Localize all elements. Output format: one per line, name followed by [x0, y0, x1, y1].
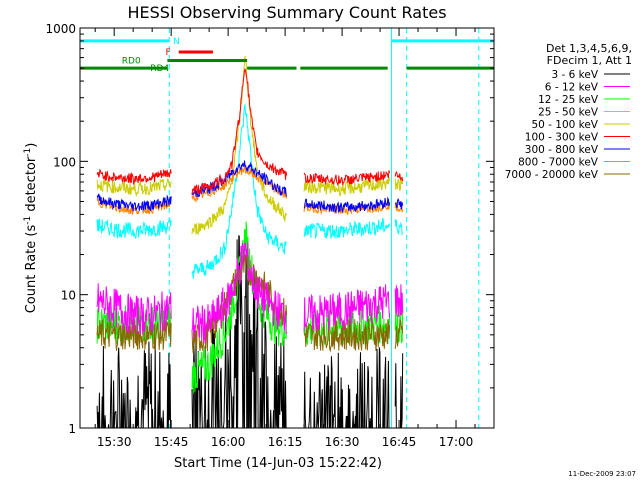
series-segment-3	[394, 170, 404, 182]
y-tick-label: 1000	[45, 22, 76, 36]
y-axis-label-end: )	[24, 143, 39, 148]
series-segment-3	[394, 353, 404, 428]
x-tick-label: 15:30	[97, 435, 132, 449]
legend-entry-label: 25 - 50 keV	[538, 107, 599, 119]
series-segment-2	[303, 201, 391, 216]
legend-entry-label: 7000 - 20000 keV	[505, 169, 599, 181]
series-segment-0	[96, 218, 172, 239]
series-segment-0	[96, 341, 172, 428]
legend: Det 1,3,4,5,6,9,FDecim 1, Att 1 3 - 6 keV…	[505, 42, 632, 181]
legend-header-line: FDecim 1, Att 1	[547, 54, 632, 67]
x-tick-label: 16:30	[325, 435, 360, 449]
series-segment-0	[96, 168, 172, 186]
legend-entry-label: 800 - 7000 keV	[518, 157, 599, 169]
series-segment-0	[96, 283, 172, 335]
series-segment-1	[191, 160, 288, 198]
series-segment-3	[394, 284, 404, 318]
flag-label-rd0: RD0	[122, 57, 141, 67]
x-axis-label: Start Time (14-Jun-03 15:22:42)	[174, 456, 382, 471]
x-tick-label: 17:00	[439, 435, 474, 449]
legend-entry-label: 100 - 300 keV	[525, 132, 599, 144]
y-axis-label-sup1: -1	[23, 216, 33, 225]
legend-entry-label: 50 - 100 keV	[531, 119, 598, 131]
series-segment-3	[394, 178, 404, 191]
series-segment-3	[394, 305, 404, 344]
legend-entry-label: 6 - 12 keV	[545, 82, 599, 94]
y-tick-label: 100	[53, 155, 76, 169]
series-segment-2	[303, 196, 391, 214]
y-tick-label: 1	[68, 422, 76, 436]
series-segment-1	[191, 221, 288, 394]
x-tick-label: 16:15	[268, 435, 303, 449]
series-segment-1	[191, 242, 288, 344]
plot-inner	[80, 28, 494, 428]
x-tick-label: 16:45	[382, 435, 417, 449]
series-segment-3	[394, 218, 404, 236]
series-segment-0	[96, 193, 172, 212]
series-6-12-kev	[96, 242, 404, 344]
y-axis-label-sup2: -1	[23, 148, 33, 157]
legend-header-line: Det 1,3,4,5,6,9,	[546, 42, 632, 55]
axes: 15:30 15:45 16:00 16:15 16:30 16:45 17:00 1 10 10…	[45, 22, 495, 449]
series-segment-3	[394, 198, 404, 210]
y-axis-label-main: Count Rate (s	[24, 225, 39, 314]
legend-entry-label: 3 - 6 keV	[551, 69, 598, 81]
y-axis-label: Count Rate (s-1 detector-1)	[23, 143, 39, 314]
flag-label-f: F	[165, 48, 170, 58]
series-segment-3	[394, 319, 404, 349]
plot-frame	[79, 27, 495, 429]
series-25-50-kev	[96, 104, 404, 279]
plot-area: NF RD0 RD4	[80, 28, 494, 428]
series-300-800-kev	[96, 160, 404, 214]
timestamp: 11-Dec-2009 23:07	[568, 470, 636, 478]
series-3-6-kev	[96, 235, 404, 428]
series-segment-2	[303, 284, 391, 332]
flag-label-rd4: RD4	[150, 64, 169, 74]
series-segment-2	[303, 176, 391, 197]
legend-entry-label: 12 - 25 keV	[538, 94, 599, 106]
series-100-300-kev	[96, 67, 404, 195]
flag-label-n: N	[173, 37, 180, 47]
legend-entry-label: 300 - 800 keV	[525, 144, 599, 156]
series-segment-0	[96, 178, 172, 197]
series-segment-1	[191, 235, 287, 428]
x-tick-label: 16:00	[211, 435, 246, 449]
x-tick-label: 15:45	[154, 435, 189, 449]
series-segment-2	[303, 217, 391, 240]
y-axis-label-mid: detector	[24, 156, 39, 216]
y-tick-label: 10	[61, 289, 76, 303]
series-segment-1	[191, 104, 287, 279]
series-segment-1	[191, 67, 288, 195]
chart-title: HESSI Observing Summary Count Rates	[127, 3, 446, 22]
series-segment-2	[303, 170, 391, 186]
